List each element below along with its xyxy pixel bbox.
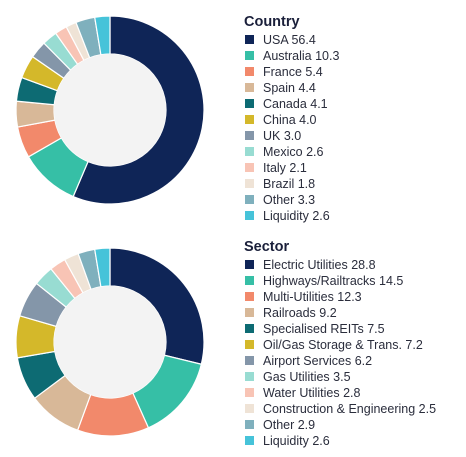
country-legend-item: Brazil 1.8	[244, 176, 464, 192]
country-legend-swatch	[245, 163, 254, 172]
country-legend-item: Other 3.3	[244, 192, 464, 208]
sector-legend-item: Other 2.9	[244, 417, 464, 433]
country-legend-swatch	[245, 83, 254, 92]
sector-legend-label: Gas Utilities 3.5	[263, 370, 351, 384]
country-donut-chart	[15, 15, 205, 205]
sector-legend-swatch	[245, 292, 254, 301]
sector-legend-item: Electric Utilities 28.8	[244, 257, 464, 273]
country-legend-label: Brazil 1.8	[263, 177, 316, 191]
sector-legend: Sector Electric Utilities 28.8 Highways/R…	[244, 237, 464, 449]
sector-legend-label: Liquidity 2.6	[263, 434, 330, 448]
country-legend-item: USA 56.4	[244, 32, 464, 48]
sector-legend-item: Multi-Utilities 12.3	[244, 289, 464, 305]
sector-legend-item: Airport Services 6.2	[244, 353, 464, 369]
country-legend-swatch	[245, 179, 254, 188]
country-legend-swatch	[245, 51, 254, 60]
country-legend-label: Australia 10.3	[263, 49, 340, 63]
country-legend-label: China 4.0	[263, 113, 317, 127]
sector-legend-swatch	[245, 372, 254, 381]
sector-legend-swatch	[245, 388, 254, 397]
country-legend-label: France 5.4	[263, 65, 323, 79]
sector-donut-chart	[15, 247, 205, 437]
sector-legend-swatch	[245, 308, 254, 317]
sector-legend-label: Electric Utilities 28.8	[263, 258, 376, 272]
country-legend-item: Italy 2.1	[244, 160, 464, 176]
sector-legend-swatch	[245, 340, 254, 349]
sector-legend-label: Other 2.9	[263, 418, 316, 432]
country-legend-item: France 5.4	[244, 64, 464, 80]
sector-legend-item: Highways/Railtracks 14.5	[244, 273, 464, 289]
sector-legend-swatch	[245, 324, 254, 333]
sector-legend-item: Water Utilities 2.8	[244, 385, 464, 401]
country-legend-swatch	[245, 131, 254, 140]
country-legend-label: Liquidity 2.6	[263, 209, 330, 223]
sector-legend-swatch	[245, 420, 254, 429]
country-legend-label: USA 56.4	[263, 33, 316, 47]
sector-legend-label: Highways/Railtracks 14.5	[263, 274, 404, 288]
sector-legend-swatch	[245, 276, 254, 285]
country-legend-label: Canada 4.1	[263, 97, 328, 111]
country-legend-swatch	[245, 35, 254, 44]
sector-legend-title: Sector	[244, 239, 290, 255]
sector-legend-label: Water Utilities 2.8	[263, 386, 361, 400]
country-legend-label: Mexico 2.6	[263, 145, 324, 159]
country-legend-label: UK 3.0	[263, 129, 302, 143]
country-legend-item: Australia 10.3	[244, 48, 464, 64]
country-legend-swatch	[245, 67, 254, 76]
sector-legend-swatch	[245, 356, 254, 365]
sector-legend-item: Gas Utilities 3.5	[244, 369, 464, 385]
country-legend: Country USA 56.4 Australia 10.3 France 5.4…	[244, 12, 464, 224]
country-legend-label: Italy 2.1	[263, 161, 307, 175]
country-legend-item: Spain 4.4	[244, 80, 464, 96]
sector-legend-swatch	[245, 404, 254, 413]
sector-legend-label: Construction & Engineering 2.5	[263, 402, 437, 416]
country-legend-swatch	[245, 195, 254, 204]
sector-legend-label: Oil/Gas Storage & Trans. 7.2	[263, 338, 423, 352]
country-legend-item: UK 3.0	[244, 128, 464, 144]
country-legend-item: Mexico 2.6	[244, 144, 464, 160]
sector-legend-label: Specialised REITs 7.5	[263, 322, 385, 336]
sector-legend-label: Airport Services 6.2	[263, 354, 373, 368]
country-legend-label: Spain 4.4	[263, 81, 316, 95]
country-legend-item: Canada 4.1	[244, 96, 464, 112]
country-legend-label: Other 3.3	[263, 193, 316, 207]
sector-legend-item: Construction & Engineering 2.5	[244, 401, 464, 417]
sector-legend-label: Railroads 9.2	[263, 306, 337, 320]
sector-legend-item: Specialised REITs 7.5	[244, 321, 464, 337]
country-legend-swatch	[245, 211, 254, 220]
country-legend-swatch	[245, 147, 254, 156]
sector-legend-item: Railroads 9.2	[244, 305, 464, 321]
country-donut-center	[54, 54, 166, 166]
sector-legend-swatch	[245, 436, 254, 445]
sector-legend-item: Liquidity 2.6	[244, 433, 464, 449]
sector-legend-item: Oil/Gas Storage & Trans. 7.2	[244, 337, 464, 353]
country-legend-item: China 4.0	[244, 112, 464, 128]
country-legend-item: Liquidity 2.6	[244, 208, 464, 224]
sector-legend-swatch	[245, 260, 254, 269]
country-legend-title: Country	[244, 14, 300, 30]
country-legend-swatch	[245, 99, 254, 108]
country-legend-swatch	[245, 115, 254, 124]
sector-legend-label: Multi-Utilities 12.3	[263, 290, 362, 304]
sector-donut-center	[54, 286, 166, 398]
